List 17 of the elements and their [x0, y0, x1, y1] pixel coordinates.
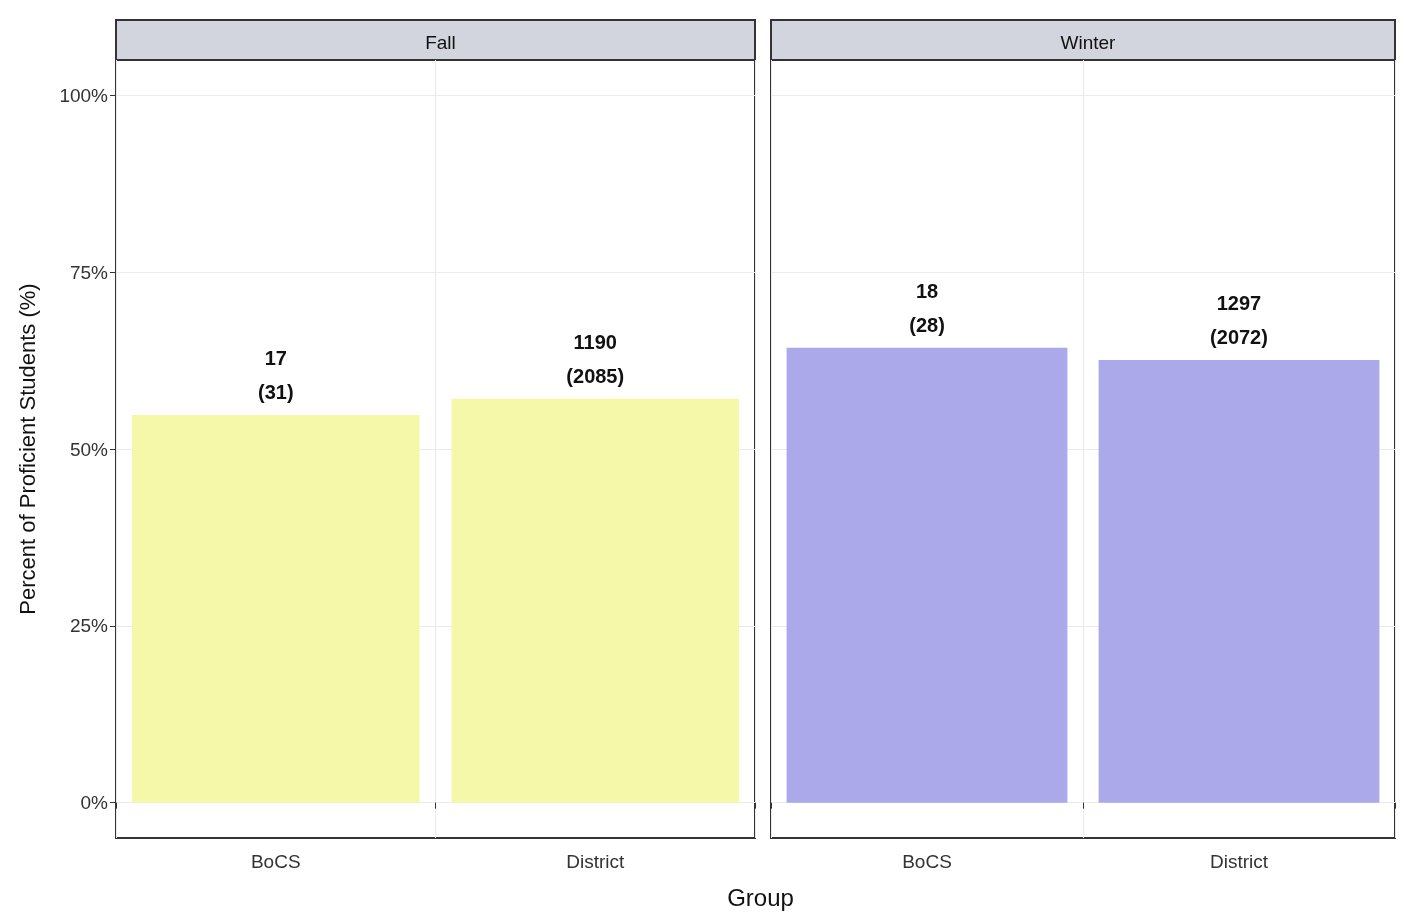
x-tick-label: District	[1209, 851, 1269, 872]
y-tick-label: 100%	[59, 84, 109, 106]
annotation: 1297 (2072)	[1210, 291, 1268, 348]
chart-title: Fall	[425, 32, 456, 53]
annotation: 1190 (2085)	[566, 330, 625, 387]
annotation: 18 (28)	[909, 279, 945, 336]
y-tick-label: 25%	[69, 615, 109, 637]
y-tick-label: 0%	[80, 792, 109, 814]
x-tick-label: District	[566, 851, 625, 872]
y-tick-label: 50%	[69, 438, 109, 460]
annotation: 17 (31)	[257, 347, 294, 404]
x-tick-label: BoCS	[250, 851, 301, 872]
x-tick-label: BoCS	[902, 851, 952, 872]
y-tick-label: 75%	[69, 261, 109, 283]
chart-title: Winter	[1060, 32, 1117, 53]
x-axis-title: Group	[726, 884, 795, 912]
y-axis-title: Percent of Proficient Students (%)	[14, 283, 40, 615]
